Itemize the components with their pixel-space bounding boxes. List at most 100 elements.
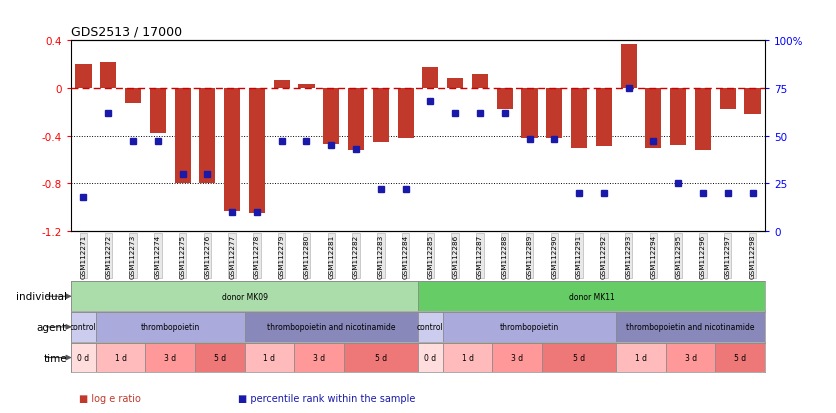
Bar — [571, 89, 587, 148]
Text: GSM112288: GSM112288 — [502, 234, 507, 278]
Bar — [344, 343, 418, 373]
Text: 5 d: 5 d — [734, 353, 747, 362]
Text: ■ log e ratio: ■ log e ratio — [79, 393, 141, 403]
Bar — [620, 45, 637, 89]
Text: GSM112272: GSM112272 — [105, 234, 111, 278]
Text: donor MK11: donor MK11 — [568, 292, 614, 301]
Bar — [695, 89, 711, 150]
Text: agent: agent — [37, 322, 67, 332]
Text: GSM112271: GSM112271 — [80, 234, 86, 278]
Text: GSM112274: GSM112274 — [155, 234, 161, 278]
Text: GSM112296: GSM112296 — [700, 234, 706, 278]
Bar — [398, 89, 414, 139]
Text: GSM112276: GSM112276 — [204, 234, 211, 278]
Bar — [245, 343, 294, 373]
Text: GSM112275: GSM112275 — [180, 234, 186, 278]
Bar — [150, 89, 166, 134]
Text: control: control — [70, 323, 97, 332]
Bar — [472, 74, 488, 89]
Bar — [418, 312, 443, 342]
Bar — [75, 65, 91, 89]
Bar — [497, 89, 512, 110]
Bar — [443, 343, 492, 373]
Text: donor MK09: donor MK09 — [222, 292, 268, 301]
Text: GSM112290: GSM112290 — [551, 234, 558, 278]
Text: GSM112295: GSM112295 — [675, 234, 681, 278]
Bar — [245, 312, 418, 342]
Bar — [665, 343, 716, 373]
Bar — [71, 343, 96, 373]
Bar — [373, 89, 389, 142]
Text: thrombopoietin and nicotinamide: thrombopoietin and nicotinamide — [626, 323, 755, 332]
Bar — [716, 343, 765, 373]
Bar — [71, 312, 96, 342]
Bar — [96, 343, 145, 373]
Bar — [145, 343, 195, 373]
Text: GSM112281: GSM112281 — [329, 234, 334, 278]
Text: individual: individual — [16, 292, 67, 301]
Text: GSM112294: GSM112294 — [650, 234, 656, 278]
Text: GSM112273: GSM112273 — [130, 234, 136, 278]
Text: GSM112278: GSM112278 — [254, 234, 260, 278]
Bar — [443, 312, 616, 342]
Text: ■ percentile rank within the sample: ■ percentile rank within the sample — [238, 393, 415, 403]
Text: GDS2513 / 17000: GDS2513 / 17000 — [71, 26, 182, 39]
Bar — [720, 89, 736, 110]
Bar — [670, 89, 686, 146]
Bar — [324, 89, 339, 145]
Text: thrombopoietin and nicotinamide: thrombopoietin and nicotinamide — [267, 323, 395, 332]
Text: 5 d: 5 d — [375, 353, 387, 362]
Text: control: control — [417, 323, 444, 332]
Text: time: time — [43, 353, 67, 363]
Text: GSM112297: GSM112297 — [725, 234, 731, 278]
Text: GSM112283: GSM112283 — [378, 234, 384, 278]
Bar — [418, 282, 765, 311]
Text: GSM112285: GSM112285 — [427, 234, 433, 278]
Text: GSM112279: GSM112279 — [278, 234, 285, 278]
Text: GSM112280: GSM112280 — [303, 234, 309, 278]
Bar — [492, 343, 542, 373]
Bar — [96, 312, 244, 342]
Bar — [616, 312, 765, 342]
Text: 3 d: 3 d — [313, 353, 325, 362]
Bar — [418, 343, 443, 373]
Text: 0 d: 0 d — [425, 353, 436, 362]
Text: GSM112284: GSM112284 — [403, 234, 409, 278]
Bar — [224, 89, 240, 211]
Bar — [645, 89, 661, 148]
Text: 5 d: 5 d — [573, 353, 585, 362]
Text: GSM112292: GSM112292 — [601, 234, 607, 278]
Bar — [249, 89, 265, 214]
Bar — [195, 343, 244, 373]
Bar — [175, 89, 191, 184]
Bar — [616, 343, 665, 373]
Bar — [100, 63, 116, 89]
Text: GSM112282: GSM112282 — [353, 234, 359, 278]
Bar — [298, 85, 314, 89]
Bar — [71, 282, 418, 311]
Bar — [125, 89, 141, 104]
Text: 3 d: 3 d — [164, 353, 176, 362]
Text: GSM112277: GSM112277 — [229, 234, 235, 278]
Bar — [447, 79, 463, 89]
Bar — [422, 67, 438, 89]
Bar — [348, 89, 364, 150]
Text: 3 d: 3 d — [685, 353, 696, 362]
Text: 3 d: 3 d — [511, 353, 523, 362]
Bar — [273, 81, 290, 89]
Bar — [522, 89, 538, 139]
Text: 1 d: 1 d — [115, 353, 126, 362]
Text: GSM112298: GSM112298 — [750, 234, 756, 278]
Text: thrombopoietin: thrombopoietin — [140, 323, 200, 332]
Text: GSM112293: GSM112293 — [625, 234, 632, 278]
Text: 1 d: 1 d — [635, 353, 647, 362]
Text: GSM112286: GSM112286 — [452, 234, 458, 278]
Text: 1 d: 1 d — [461, 353, 473, 362]
Text: 0 d: 0 d — [78, 353, 89, 362]
Text: GSM112289: GSM112289 — [527, 234, 533, 278]
Bar — [596, 89, 612, 147]
Text: 1 d: 1 d — [263, 353, 275, 362]
Text: 5 d: 5 d — [214, 353, 226, 362]
Bar — [542, 343, 616, 373]
Bar — [546, 89, 563, 139]
